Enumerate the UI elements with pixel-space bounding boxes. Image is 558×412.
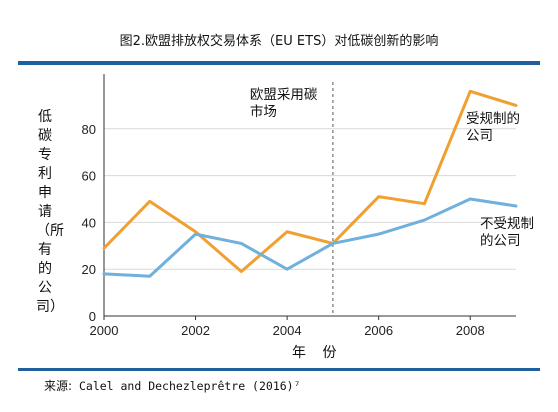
x-tick-label: 2008 (456, 323, 485, 338)
series-line-regulated (102, 89, 518, 274)
y-tick-label: 0 (89, 309, 96, 324)
series-label-regulated: 公司 (466, 128, 493, 144)
x-tick-label: 2002 (181, 323, 210, 338)
source-label: 来源: (44, 379, 73, 393)
bottom-rule (18, 368, 540, 371)
source-citation: Calel and Dechezleprêtre (2016)⁷ (72, 379, 301, 393)
x-axis-label: 年 份 (292, 345, 343, 361)
series-line-unregulated (102, 197, 518, 278)
source-note: 来源: Calel and Dechezleprêtre (2016)⁷ (44, 377, 301, 394)
chart-title: 图2.欧盟排放权交易体系（EU ETS）对低碳创新的影响 (119, 34, 439, 49)
y-tick-label: 60 (82, 169, 96, 184)
x-tick-label: 2004 (273, 323, 302, 338)
x-tick-label: 2006 (364, 323, 393, 338)
event-annotation: 欧盟采用碳 (250, 87, 318, 103)
y-tick-label: 40 (82, 215, 96, 230)
y-tick-label: 80 (82, 122, 96, 137)
series-label-regulated: 受规制的 (466, 111, 520, 127)
y-tick-label: 20 (82, 262, 96, 277)
series-label-unregulated: 的公司 (480, 233, 521, 249)
series-label-unregulated: 不受规制 (480, 216, 534, 232)
top-rule (18, 61, 540, 65)
x-tick-label: 2000 (90, 323, 119, 338)
event-annotation: 市场 (250, 103, 277, 120)
